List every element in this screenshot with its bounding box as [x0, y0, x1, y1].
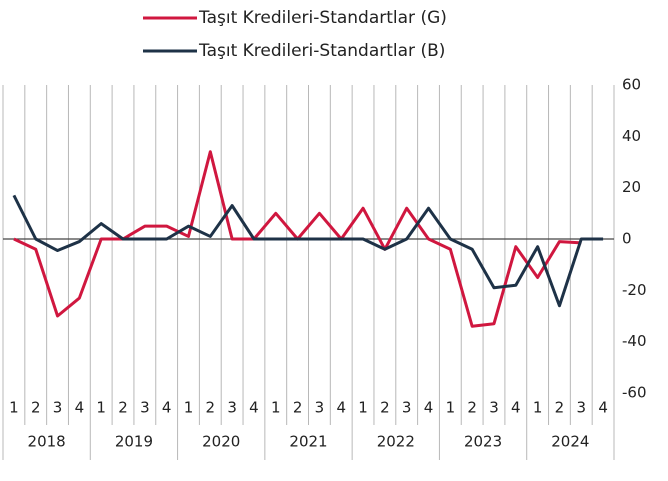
x-tick-label: 4 [75, 399, 85, 417]
x-tick-label: 4 [424, 399, 434, 417]
x-tick-label: 1 [184, 399, 194, 417]
x-tick-label: 4 [598, 399, 608, 417]
y-tick-label: 0 [622, 230, 632, 248]
x-tick-label: 4 [336, 399, 346, 417]
x-tick-label: 1 [271, 399, 281, 417]
x-group-label: 2018 [28, 433, 66, 451]
x-tick-label: 1 [358, 399, 368, 417]
x-group-label: 2019 [115, 433, 153, 451]
x-tick-label: 1 [533, 399, 543, 417]
x-tick-label: 4 [249, 399, 259, 417]
y-tick-label: -40 [622, 332, 647, 350]
x-tick-label: 2 [293, 399, 303, 417]
x-tick-label: 2 [380, 399, 390, 417]
x-tick-label: 1 [9, 399, 19, 417]
x-tick-label: 3 [227, 399, 237, 417]
y-tick-label: 20 [622, 178, 641, 196]
x-tick-label: 2 [118, 399, 128, 417]
x-group-label: 2021 [289, 433, 327, 451]
x-tick-label: 2 [467, 399, 477, 417]
x-tick-label: 3 [489, 399, 499, 417]
x-tick-label: 2 [31, 399, 41, 417]
y-tick-label: 40 [622, 127, 641, 145]
x-tick-label: 4 [162, 399, 172, 417]
y-tick-label: -20 [622, 281, 647, 299]
x-tick-label: 3 [402, 399, 412, 417]
x-tick-label: 3 [53, 399, 63, 417]
x-tick-label: 2 [555, 399, 565, 417]
x-group-label: 2022 [377, 433, 415, 451]
legend-label: Taşıt Kredileri-Standartlar (G) [198, 8, 447, 28]
x-tick-label: 3 [576, 399, 586, 417]
x-tick-label: 4 [511, 399, 521, 417]
y-tick-label: 60 [622, 76, 641, 94]
x-group-label: 2024 [551, 433, 589, 451]
x-tick-label: 1 [96, 399, 106, 417]
x-group-label: 2023 [464, 433, 502, 451]
x-group-label: 2020 [202, 433, 240, 451]
y-tick-label: -60 [622, 384, 647, 402]
line-series [12, 194, 604, 308]
legend-label: Taşıt Kredileri-Standartlar (B) [198, 41, 445, 61]
x-tick-label: 3 [140, 399, 150, 417]
x-tick-label: 2 [206, 399, 216, 417]
x-tick-label: 3 [315, 399, 325, 417]
x-tick-label: 1 [446, 399, 456, 417]
